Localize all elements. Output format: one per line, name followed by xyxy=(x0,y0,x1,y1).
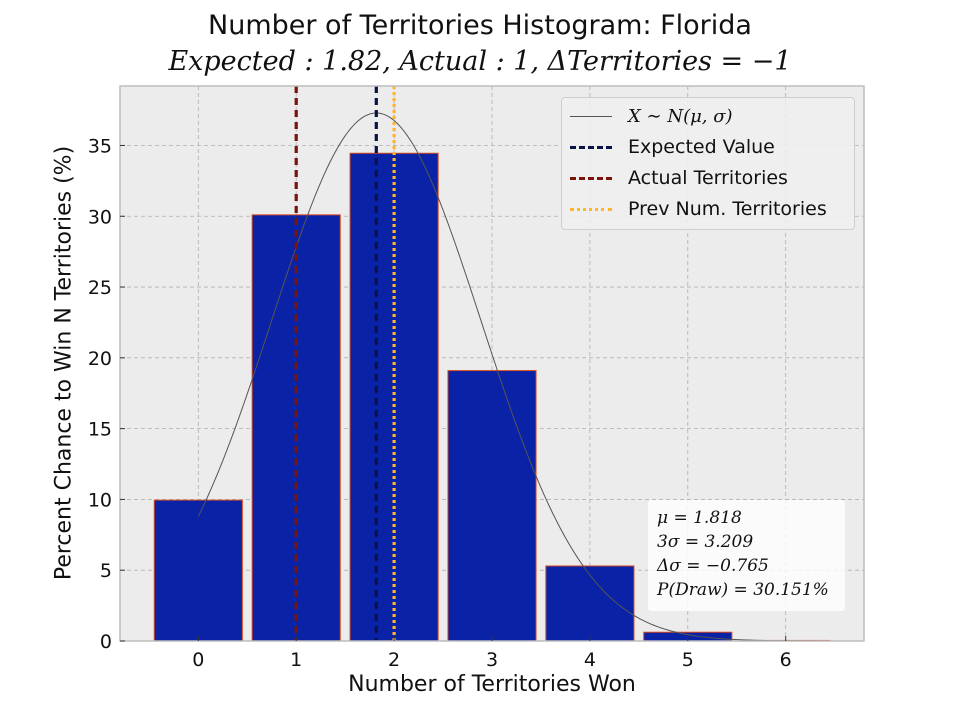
bars xyxy=(153,152,831,642)
legend-line-actual-territories xyxy=(570,176,612,180)
y-tick-label: 15 xyxy=(88,419,112,441)
stats-box: μ = 1.818 3σ = 3.209 Δσ = −0.765 P(Draw)… xyxy=(648,500,845,611)
x-axis-ticks: 0 1 2 3 4 5 6 xyxy=(192,636,792,671)
y-tick-label: 5 xyxy=(100,560,112,582)
reference-lines xyxy=(294,86,396,641)
legend-item-prev-territories: Prev Num. Territories xyxy=(570,195,827,223)
legend-label-normal-curve: X ∼ N(μ, σ) xyxy=(628,105,733,127)
y-tick-label: 0 xyxy=(100,631,112,653)
x-tick-label: 3 xyxy=(486,649,498,671)
bar-2 xyxy=(349,152,439,642)
stat-mu: μ = 1.818 xyxy=(657,508,742,528)
x-tick-label: 0 xyxy=(192,649,204,671)
y-axis-label: Percent Chance to Win N Territories (%) xyxy=(51,145,77,581)
legend-label-expected-value: Expected Value xyxy=(628,136,775,158)
legend: X ∼ N(μ, σ) Expected Value Actual Territ… xyxy=(561,97,855,230)
bar-0 xyxy=(153,499,243,642)
chart-subtitle: Expected : 1.82, Actual : 1, ΔTerritorie… xyxy=(168,46,792,77)
y-tick-label: 25 xyxy=(88,277,112,299)
stat-p-draw: P(Draw) = 30.151% xyxy=(657,580,829,600)
y-axis-ticks: 0 5 10 15 20 25 30 35 xyxy=(88,135,125,653)
x-tick-label: 5 xyxy=(682,649,694,671)
y-tick-label: 35 xyxy=(88,135,112,157)
x-tick-label: 1 xyxy=(290,649,302,671)
x-axis-label: Number of Territories Won xyxy=(348,672,636,697)
legend-item-expected-value: Expected Value xyxy=(570,133,775,161)
legend-item-actual-territories: Actual Territories xyxy=(570,164,788,192)
legend-label-prev-territories: Prev Num. Territories xyxy=(628,198,827,220)
legend-item-normal-curve: X ∼ N(μ, σ) xyxy=(570,102,733,130)
bar-3 xyxy=(447,370,537,642)
normal-curve xyxy=(197,112,816,642)
x-tick-label: 2 xyxy=(388,649,400,671)
bar-4 xyxy=(545,565,635,642)
stat-delta-sigma: Δσ = −0.765 xyxy=(657,556,769,576)
legend-line-normal-curve xyxy=(570,115,612,117)
x-tick-label: 4 xyxy=(584,649,596,671)
y-tick-label: 20 xyxy=(88,348,112,370)
y-tick-label: 10 xyxy=(88,489,112,511)
legend-line-expected-value xyxy=(570,145,612,149)
legend-label-actual-territories: Actual Territories xyxy=(628,167,788,189)
stat-three-sigma: 3σ = 3.209 xyxy=(657,532,754,552)
chart-title: Number of Territories Histogram: Florida xyxy=(208,10,752,41)
x-tick-label: 6 xyxy=(780,649,792,671)
y-tick-label: 30 xyxy=(88,206,112,228)
legend-line-prev-territories xyxy=(570,207,612,211)
